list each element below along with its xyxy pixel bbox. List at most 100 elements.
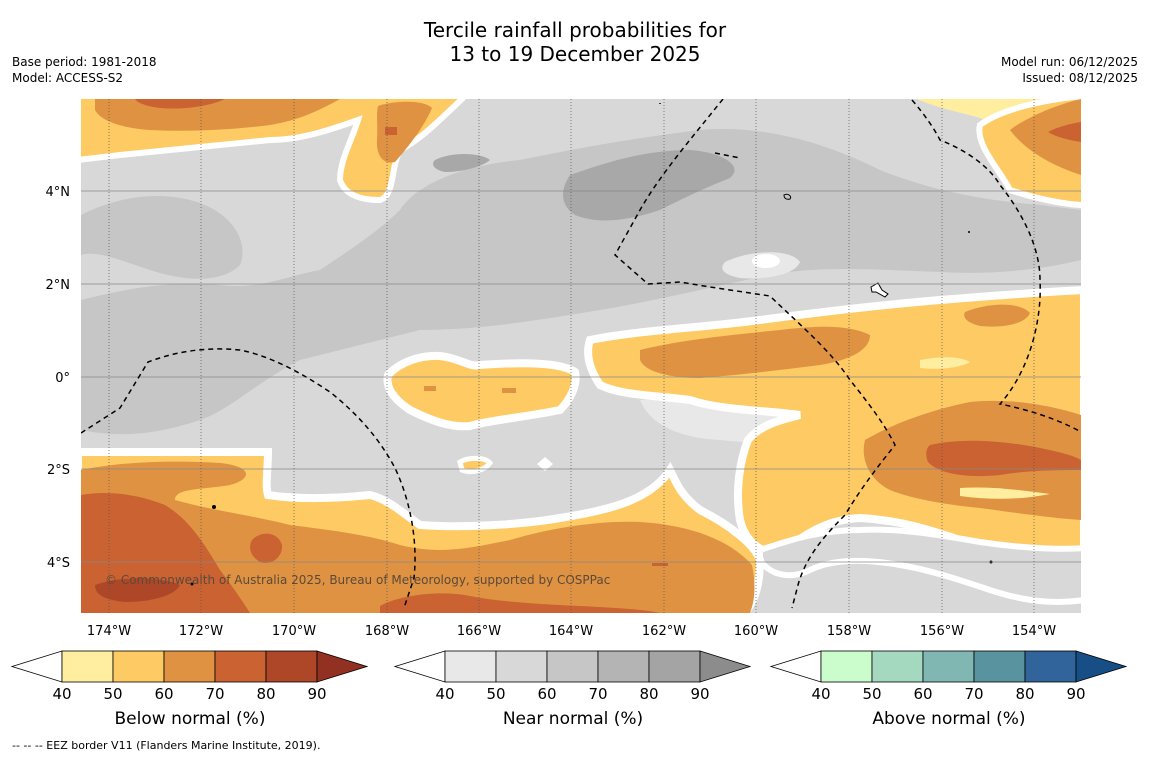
- colorbar-tick-label: 80: [1015, 685, 1034, 703]
- credit-text: © Commonwealth of Australia 2025, Bureau…: [105, 573, 610, 587]
- title-line-1: Tercile rainfall probabilities for: [423, 18, 727, 42]
- colorbar-tick-label: 90: [1066, 685, 1085, 703]
- colorbar-tick-label: 60: [537, 685, 556, 703]
- colorbar-max-extension: [699, 650, 752, 683]
- island-dot-4: [968, 231, 970, 233]
- below-normal-tiny-island: [457, 455, 494, 475]
- colorbar-tick-label: 40: [435, 685, 454, 703]
- below-normal-central: [383, 351, 580, 431]
- near-normal-80-small: [433, 154, 490, 172]
- y-tick-label: 0°: [55, 371, 70, 386]
- colorbar-tick-label: 90: [690, 685, 709, 703]
- colorbar-segment: [495, 650, 548, 683]
- colorbar-segment: [597, 650, 650, 683]
- x-tick-label: 170°W: [272, 624, 316, 639]
- colorbar-segment: [112, 650, 165, 683]
- latitude-gridlines: [81, 190, 1081, 563]
- colorbar-tick-label: 50: [103, 685, 122, 703]
- below-normal-60-dot-1: [424, 386, 436, 391]
- colorbar-tick-label: 60: [913, 685, 932, 703]
- colorbar: 40 50 60 70 80 90: [10, 650, 369, 703]
- island-outline-1: [783, 193, 791, 200]
- colorbar: 40 50 60 70 80 90: [769, 650, 1128, 703]
- below-normal-60-dot-2: [502, 388, 516, 393]
- colorbar-label-near: Near normal (%): [502, 709, 644, 729]
- below-normal-70-northeast: [1048, 122, 1081, 142]
- x-tick-label: 158°W: [827, 624, 871, 639]
- map-field: © Commonwealth of Australia 2025, Bureau…: [81, 99, 1081, 613]
- colorbar-tick-label: 40: [811, 685, 830, 703]
- meta-left: Base period: 1981-2018 Model: ACCESS-S2: [12, 54, 157, 86]
- issued-date: Issued: 08/12/2025: [1022, 71, 1138, 85]
- island-dot-1: [212, 505, 216, 509]
- colorbar-segment: [163, 650, 216, 683]
- near-normal-70-west: [81, 195, 243, 279]
- colorbar-tick-label: 90: [307, 685, 326, 703]
- colorbar-min-extension: [769, 650, 822, 683]
- colorbar-segment: [1024, 650, 1077, 683]
- below-normal-60-northeast: [1010, 99, 1081, 175]
- x-tick-label: 166°W: [457, 624, 501, 639]
- colorbar-segment: [214, 650, 267, 683]
- below-normal-70-spot-south: [250, 533, 283, 564]
- y-tick-label: 2°S: [47, 463, 70, 478]
- x-tick-label: 156°W: [920, 624, 964, 639]
- colorbar-segment: [265, 650, 318, 683]
- colorbar-tick-label: 50: [486, 685, 505, 703]
- x-tick-label: 174°W: [87, 624, 131, 639]
- x-tick-label: 172°W: [179, 624, 223, 639]
- below-normal-60-east-small: [964, 304, 1030, 327]
- y-axis-labels: 4°N 2°N 0° 2°S 4°S: [46, 185, 71, 571]
- near-normal-70-region: [81, 129, 1081, 435]
- colorbar-max-extension: [316, 650, 369, 683]
- colorbars: 40 50 60 70 80 90 40 50 60 70 80 90 40 50 60 70 80 90: [10, 650, 1128, 703]
- y-tick-label: 2°N: [46, 278, 71, 293]
- below-normal-60-east-band: [640, 326, 870, 378]
- colorbar-segment: [61, 650, 114, 683]
- colorbar-segment: [546, 650, 599, 683]
- x-tick-label: 160°W: [734, 624, 778, 639]
- near-normal-white-diamond: [537, 457, 553, 471]
- colorbar-segment: [820, 650, 873, 683]
- chart-title: Tercile rainfall probabilities for 13 to…: [0, 18, 1150, 66]
- colorbar-segment: [922, 650, 975, 683]
- colorbar-tick-label: 70: [964, 685, 983, 703]
- colorbar: 40 50 60 70 80 90: [393, 650, 752, 703]
- footnote: -- -- -- EEZ border V11 (Flanders Marine…: [12, 739, 321, 752]
- colorbar-label-below: Below normal (%): [114, 709, 266, 729]
- x-tick-label: 154°W: [1012, 624, 1056, 639]
- below-normal-60-south: [81, 461, 755, 613]
- colorbar-min-extension: [10, 650, 63, 683]
- eez-borders: [81, 99, 1081, 609]
- title-line-2: 13 to 19 December 2025: [449, 42, 701, 66]
- below-normal-70-spot: [385, 127, 397, 135]
- colorbar-tick-label: 80: [256, 685, 275, 703]
- model-name: Model: ACCESS-S2: [12, 71, 124, 85]
- near-normal-southeast: [757, 526, 1081, 605]
- colorbar-label-above: Above normal (%): [872, 709, 1026, 729]
- colorbar-tick-label: 50: [862, 685, 881, 703]
- below-normal-80-southwest: [95, 578, 180, 602]
- below-normal-70-northwest: [135, 99, 225, 109]
- colorbar-segment: [648, 650, 701, 683]
- above-normal-faint-southeast: [960, 487, 1050, 499]
- x-tick-label: 164°W: [549, 624, 593, 639]
- y-tick-label: 4°S: [47, 556, 70, 571]
- y-tick-label: 4°N: [46, 185, 71, 200]
- colorbar-min-extension: [393, 650, 446, 683]
- colorbar-segment: [973, 650, 1026, 683]
- model-run: Model run: 06/12/2025: [1000, 55, 1138, 69]
- below-normal-70-southeast: [926, 440, 1081, 477]
- colorbar-tick-label: 60: [154, 685, 173, 703]
- colorbar-segment: [444, 650, 497, 683]
- base-period: Base period: 1981-2018: [12, 55, 157, 69]
- below-normal-70-bottom: [380, 593, 660, 613]
- island-dot-2: [190, 582, 194, 586]
- meta-right: Model run: 06/12/2025 Issued: 08/12/2025: [1001, 54, 1138, 86]
- colorbar-tick-label: 40: [52, 685, 71, 703]
- colorbar-max-extension: [1075, 650, 1128, 683]
- colorbar-tick-label: 70: [588, 685, 607, 703]
- above-normal-faint-east: [920, 357, 970, 369]
- x-tick-label: 168°W: [365, 624, 409, 639]
